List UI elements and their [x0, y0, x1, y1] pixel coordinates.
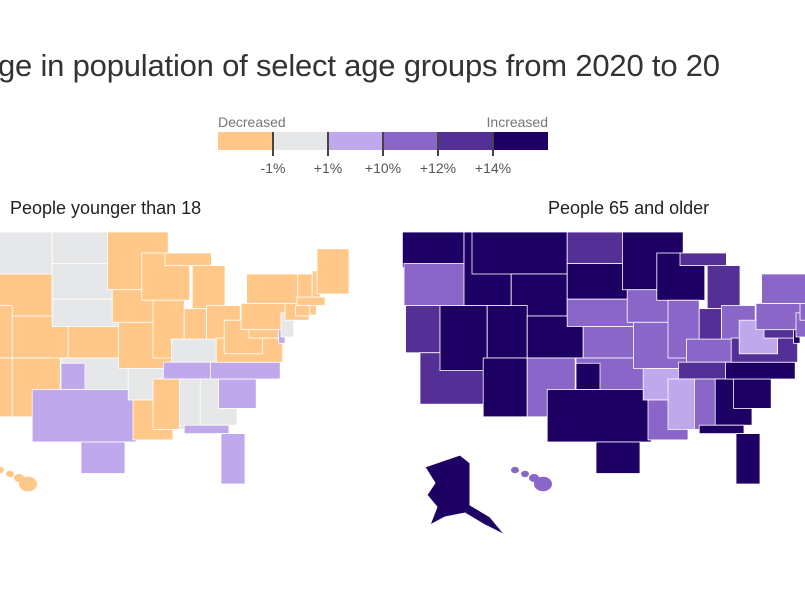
- state-tx: [31, 389, 137, 443]
- state-ct: [294, 305, 311, 317]
- state-sd: [51, 263, 114, 300]
- legend-swatch: [438, 132, 493, 150]
- legend-low-label: Decreased: [218, 114, 286, 130]
- state-nd: [566, 231, 628, 264]
- state-hi: [19, 476, 37, 492]
- state-nc: [210, 361, 281, 380]
- state-vt: [297, 273, 313, 298]
- state-tx: [80, 441, 126, 474]
- state-ne: [566, 298, 638, 327]
- state-ca: [405, 305, 441, 354]
- state-tx: [546, 389, 652, 443]
- legend-swatch: [383, 132, 438, 150]
- legend-swatch: [218, 132, 273, 150]
- legend-swatch: [328, 132, 383, 150]
- state-nd: [51, 231, 113, 264]
- state-az: [0, 357, 13, 418]
- state-ut: [486, 305, 528, 359]
- legend-tick: [437, 132, 439, 156]
- state-ny: [761, 273, 805, 304]
- legend-high-label: Increased: [486, 114, 548, 130]
- state-mi: [191, 265, 226, 310]
- state-pa: [240, 302, 287, 331]
- state-mi: [679, 252, 727, 267]
- color-legend: Decreased Increased -1% +1% +10% +12% +14%: [218, 114, 548, 184]
- legend-tick-label: +12%: [419, 160, 457, 176]
- legend-tick: [492, 132, 494, 156]
- state-az: [482, 357, 528, 418]
- legend-tick-label: +14%: [474, 160, 512, 176]
- map-subtitle-under-18: People younger than 18: [10, 198, 202, 218]
- state-hi: [511, 466, 519, 474]
- state-hi: [0, 466, 4, 474]
- state-sc: [218, 378, 257, 409]
- state-sc: [733, 378, 772, 409]
- state-hi: [534, 476, 552, 492]
- legend-tick-label: +1%: [313, 160, 343, 176]
- legend-swatch: [273, 132, 328, 150]
- legend-swatch: [493, 132, 548, 150]
- state-wa: [401, 231, 465, 269]
- state-hi: [6, 470, 14, 478]
- state-ms: [152, 378, 180, 430]
- state-tx: [575, 362, 601, 390]
- state-nc: [725, 361, 796, 380]
- state-fl: [735, 433, 761, 485]
- legend-tick: [327, 132, 329, 156]
- state-ak: [424, 454, 506, 536]
- state-ri: [309, 305, 317, 316]
- legend-tick-label: -1%: [260, 160, 286, 176]
- state-ne: [51, 298, 123, 327]
- map-under-18: [0, 231, 350, 492]
- state-mt: [471, 231, 568, 275]
- state-ma: [296, 296, 326, 306]
- chart-title: ge in population of select age groups fr…: [0, 48, 720, 83]
- state-tx: [60, 362, 86, 390]
- state-fl: [698, 424, 745, 435]
- legend-tick: [382, 132, 384, 156]
- legend-tick: [272, 132, 274, 156]
- state-sd: [566, 263, 629, 300]
- state-mi: [706, 265, 741, 310]
- state-ut: [0, 305, 13, 359]
- legend-tick-label: +10%: [364, 160, 402, 176]
- state-ms: [667, 378, 695, 430]
- state-md: [763, 329, 798, 339]
- state-tx: [595, 441, 641, 474]
- state-fl: [220, 433, 246, 485]
- state-or: [403, 263, 468, 306]
- legend-color-bar: [218, 132, 548, 150]
- state-fl: [183, 424, 230, 435]
- map-65-older: [401, 231, 805, 536]
- state-pa: [755, 302, 802, 331]
- state-mi: [164, 252, 212, 267]
- state-hi: [521, 470, 529, 478]
- state-me: [316, 248, 350, 295]
- state-ny: [246, 273, 299, 304]
- state-nv: [439, 305, 488, 371]
- state-mt: [0, 231, 53, 275]
- state-ny: [799, 302, 805, 321]
- map-subtitle-65-older: People 65 and older: [548, 198, 710, 218]
- state-md: [248, 329, 283, 339]
